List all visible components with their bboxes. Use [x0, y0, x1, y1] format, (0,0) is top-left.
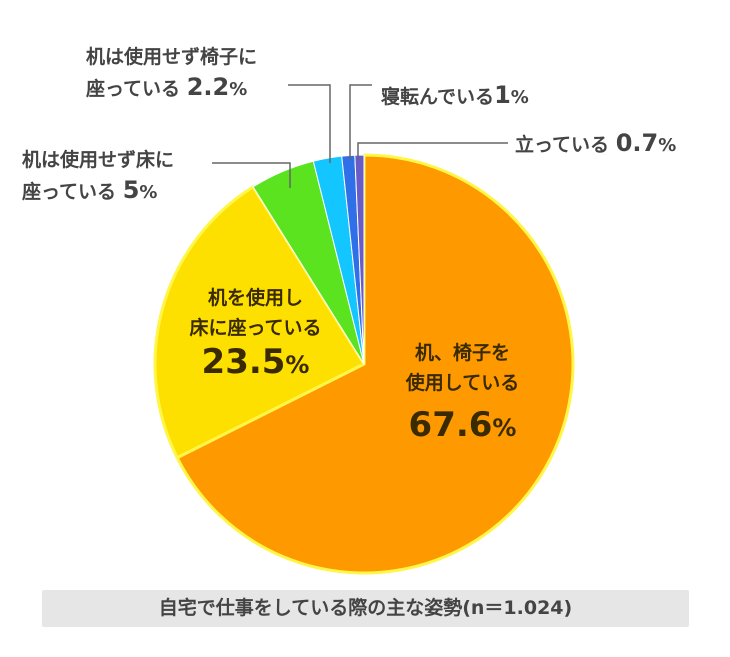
- pie-slice-standing: [354, 154, 365, 365]
- label-number: 1: [494, 81, 511, 109]
- label-line: 机は使用せず椅子に: [86, 46, 258, 68]
- slice-label-standing: 立っている 0.7%: [515, 128, 676, 161]
- label-line2: 座っている 5%: [22, 175, 174, 208]
- label-line: 机、椅子を: [414, 342, 510, 364]
- label-text: 座っている: [86, 78, 181, 100]
- label-unit: %: [658, 135, 677, 156]
- leader-line-chair-no-desk: [288, 84, 331, 163]
- label-value: 23.5%: [168, 345, 343, 382]
- label-number: 23.5: [201, 342, 286, 382]
- pie-slices: [153, 153, 575, 575]
- label-number: 0.7: [615, 129, 659, 157]
- leader-line-standing: [357, 142, 508, 160]
- label-line: 机は使用せず床に: [22, 149, 175, 171]
- label-number: 5: [122, 176, 140, 204]
- label-unit: %: [139, 182, 158, 203]
- chart-caption: 自宅で仕事をしている際の主な姿勢(n＝1.024): [42, 590, 689, 627]
- slice-label-chair-no-desk: 机は使用せず椅子に 座っている 2.2%: [86, 42, 257, 105]
- label-text: 座っている: [22, 181, 117, 203]
- slice-label-desk-floor: 机を使用し 床に座っている 23.5%: [168, 283, 343, 382]
- leader-line-floor-no-desk: [212, 162, 291, 188]
- label-unit: %: [285, 351, 310, 379]
- pie-slice-desk-and-chair: [175, 153, 575, 575]
- slice-label-lying-down: 寝転んでいる1%: [381, 80, 529, 113]
- label-unit: %: [492, 414, 517, 442]
- label-line: 使用している: [405, 372, 520, 394]
- slice-label-floor-no-desk: 机は使用せず床に 座っている 5%: [22, 145, 174, 208]
- label-line2: 座っている 2.2%: [86, 72, 257, 105]
- label-line: 机を使用し: [207, 287, 303, 309]
- label-value: 67.6%: [380, 408, 545, 445]
- label-unit: %: [510, 87, 529, 108]
- leader-lines: [212, 84, 508, 188]
- label-number: 2.2: [186, 73, 230, 101]
- slice-label-desk-and-chair: 机、椅子を 使用している 67.6%: [380, 338, 545, 445]
- leader-line-lying-down: [349, 84, 372, 160]
- label-text: 立っている: [515, 134, 610, 156]
- label-line: 床に座っている: [189, 317, 322, 339]
- pie-slice-desk-floor: [153, 185, 366, 460]
- label-number: 67.6: [408, 405, 493, 445]
- label-text: 寝転んでいる: [381, 86, 495, 108]
- label-unit: %: [229, 79, 248, 100]
